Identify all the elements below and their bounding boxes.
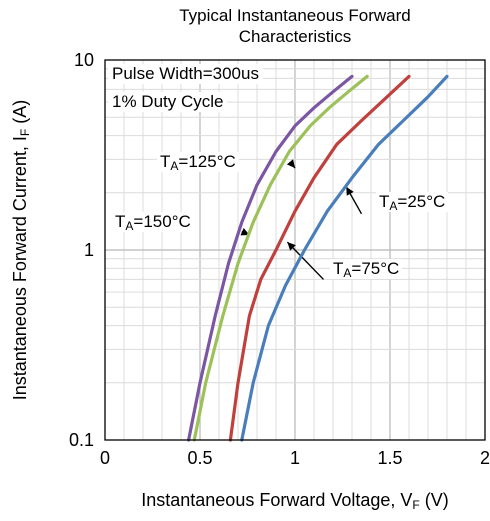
note-pulse-width: Pulse Width=300us <box>108 64 263 84</box>
note-duty-cycle: 1% Duty Cycle <box>108 92 228 112</box>
annotation-75c: TA=75°C <box>330 259 403 279</box>
series-line-3 <box>240 74 449 442</box>
y-tick-label-10: 10 <box>73 50 94 70</box>
series-line-1 <box>192 74 369 442</box>
series-lines <box>187 74 449 442</box>
y-tick-label-1: 1 <box>83 240 94 260</box>
series-line-0 <box>187 74 354 442</box>
x-axis-label: Instantaneous Forward Voltage, VF (V) <box>141 490 449 512</box>
grid <box>105 60 485 440</box>
arrow-25c-head <box>346 186 354 196</box>
x-tick-label-1: 1 <box>289 448 300 468</box>
x-tick-label-2: 2 <box>479 448 490 468</box>
chart-title-line1: Typical Instantaneous Forward <box>179 6 411 25</box>
arrow-150c-head <box>240 228 250 236</box>
arrow-75c-head <box>287 242 296 251</box>
x-tick-label-0-5: 0.5 <box>187 448 213 468</box>
annotation-125c: TA=125°C <box>157 152 239 172</box>
chart-title-line2: Characteristics <box>238 27 352 46</box>
series-line-2 <box>228 74 411 442</box>
annotation-25c: TA=25°C <box>376 192 449 212</box>
arrow-125c-head <box>286 159 295 169</box>
plot-frame <box>104 59 486 441</box>
x-tick-label-0: 0 <box>99 448 110 468</box>
y-tick-label-0-1: 0.1 <box>68 430 94 450</box>
y-axis-label: Instantaneous Forward Current, IF (A) <box>10 99 32 401</box>
annotation-arrows <box>240 159 363 280</box>
annotation-150c: TA=150°C <box>112 212 194 232</box>
x-tick-label-1-5: 1.5 <box>377 448 403 468</box>
arrow-75c-shaft <box>286 241 325 280</box>
